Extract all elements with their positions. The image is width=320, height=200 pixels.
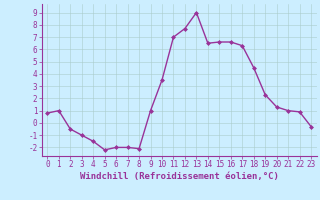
X-axis label: Windchill (Refroidissement éolien,°C): Windchill (Refroidissement éolien,°C) — [80, 172, 279, 181]
